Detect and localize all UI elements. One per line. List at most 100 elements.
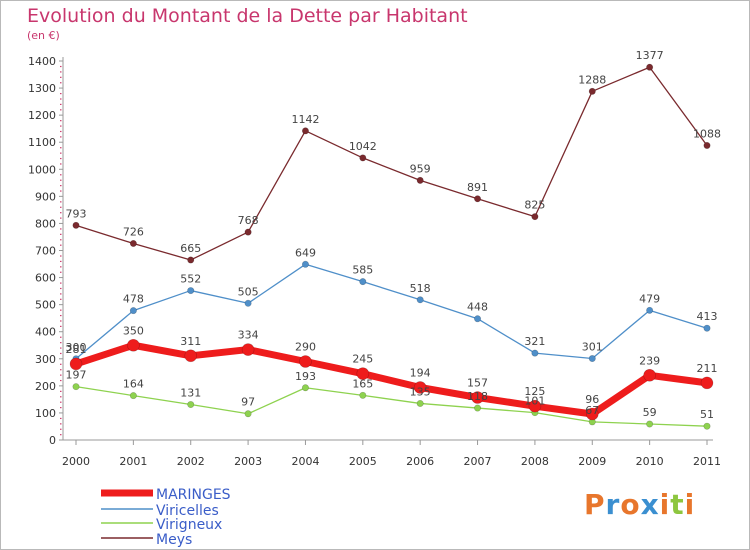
y-minor-tick (60, 287, 62, 290)
y-minor-tick (60, 152, 62, 154)
data-label-maringes: 350 (123, 324, 144, 337)
y-minor-tick (60, 82, 62, 84)
data-point-meys (359, 154, 367, 162)
data-label-maringes: 239 (639, 354, 660, 367)
data-point-maringes (184, 349, 198, 363)
data-point-meys (416, 176, 424, 184)
y-tick-label: 100 (35, 407, 56, 420)
y-minor-tick (60, 309, 62, 311)
data-point-meys (187, 256, 195, 264)
data-label-maringes: 290 (295, 340, 316, 353)
data-point-maringes (413, 381, 427, 394)
y-minor-tick (60, 174, 62, 176)
data-label-virigneux: 193 (295, 370, 316, 383)
data-point-meys (244, 228, 252, 236)
proxiti-logo: Proxiti (584, 488, 695, 521)
data-label-virigneux: 97 (241, 396, 255, 409)
y-minor-tick (60, 179, 62, 181)
data-label-viricelles: 518 (410, 282, 431, 295)
data-point-meys (703, 141, 711, 149)
y-minor-tick (60, 314, 62, 317)
data-point-maringes (241, 343, 255, 356)
chart-unit: (en €) (27, 29, 60, 42)
x-tick-label: 2011 (693, 455, 721, 468)
data-point-virigneux (244, 410, 252, 418)
y-minor-tick (60, 298, 62, 300)
series-line-maringes (74, 341, 708, 418)
logo-letter: r (605, 488, 621, 521)
data-label-maringes: 125 (524, 385, 545, 398)
y-tick-label: 1100 (28, 136, 56, 149)
data-label-viricelles: 505 (238, 285, 259, 298)
y-minor-tick (60, 320, 62, 322)
data-point-virigneux (187, 401, 195, 409)
data-point-meys (72, 221, 80, 229)
y-tick-label: 0 (49, 434, 56, 447)
y-minor-tick (60, 374, 62, 376)
data-label-maringes: 96 (585, 393, 599, 406)
data-point-maringes (69, 357, 83, 371)
data-label-virigneux: 101 (524, 395, 545, 408)
data-point-maringes (585, 407, 599, 421)
y-minor-tick (60, 342, 62, 344)
data-point-meys (588, 87, 596, 95)
data-label-meys: 665 (180, 242, 201, 255)
data-label-virigneux: 59 (643, 406, 657, 419)
y-minor-tick (60, 434, 62, 436)
y-minor-tick (60, 244, 62, 246)
y-minor-tick (60, 260, 62, 263)
data-label-viricelles: 479 (639, 292, 660, 305)
x-tick-label: 2010 (636, 455, 664, 468)
legend-label: MARINGES (156, 487, 231, 503)
data-label-viricelles: 478 (123, 293, 144, 306)
data-label-viricelles: 585 (352, 264, 373, 277)
data-label-meys: 825 (524, 199, 545, 212)
data-point-viricelles (187, 287, 195, 295)
y-tick-label: 900 (35, 190, 56, 203)
data-label-maringes: 245 (352, 353, 373, 366)
x-tick-label: 2000 (62, 455, 90, 468)
data-label-meys: 1288 (578, 73, 606, 86)
y-minor-tick (60, 163, 62, 165)
series-line-viricelles (75, 263, 708, 360)
y-minor-tick (60, 201, 62, 203)
y-minor-tick (60, 325, 62, 327)
data-point-viricelles (301, 260, 309, 268)
data-point-maringes (356, 367, 370, 380)
data-label-virigneux: 51 (700, 408, 714, 421)
y-minor-tick (60, 266, 62, 268)
data-label-meys: 1088 (693, 127, 721, 140)
logo-letter: t (670, 488, 685, 521)
y-minor-tick (60, 103, 62, 106)
data-point-virigneux (301, 384, 309, 392)
legend-label: Meys (156, 532, 192, 548)
series-line-meys (75, 66, 708, 261)
data-point-virigneux (416, 399, 424, 407)
y-minor-tick (60, 347, 62, 349)
y-minor-tick (60, 293, 62, 295)
data-label-meys: 768 (238, 214, 259, 227)
y-minor-tick (60, 363, 62, 365)
y-minor-tick (60, 228, 62, 230)
data-label-meys: 1377 (636, 49, 664, 62)
y-tick-label: 600 (35, 272, 56, 285)
x-tick-label: 2009 (578, 455, 606, 468)
x-tick-label: 2005 (349, 455, 377, 468)
logo-letter: x (640, 488, 660, 521)
y-minor-tick (60, 190, 62, 192)
y-tick-label: 200 (35, 380, 56, 393)
data-label-viricelles: 448 (467, 301, 488, 314)
data-label-meys: 959 (410, 162, 431, 175)
x-tick-label: 2007 (464, 455, 492, 468)
data-point-meys (301, 127, 309, 135)
y-minor-tick (60, 401, 62, 403)
logo-letter: i (659, 488, 671, 521)
data-point-meys (474, 195, 482, 203)
data-point-virigneux (703, 422, 711, 430)
chart-title: Evolution du Montant de la Dette par Hab… (27, 5, 468, 27)
x-tick-label: 2006 (406, 455, 434, 468)
data-label-virigneux: 67 (585, 404, 599, 417)
data-point-viricelles (531, 349, 539, 357)
y-minor-tick (60, 369, 62, 371)
